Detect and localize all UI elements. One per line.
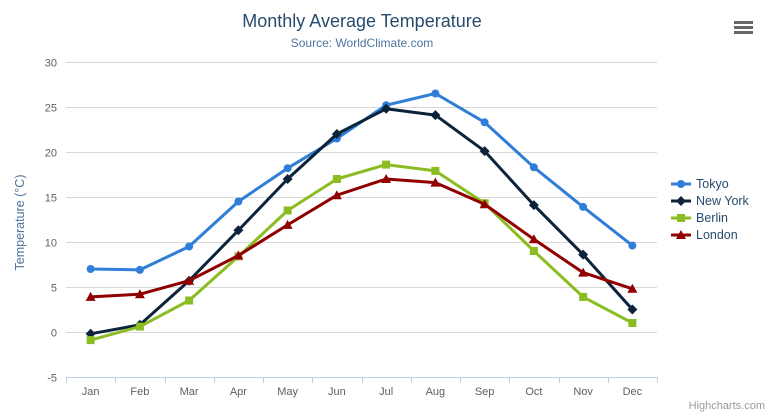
- series-line-berlin: [89, 163, 634, 342]
- circle-marker[interactable]: [480, 118, 489, 127]
- legend-label: Tokyo: [696, 176, 729, 191]
- y-axis-tick-label: 30: [45, 58, 57, 70]
- circle-marker[interactable]: [86, 265, 95, 273]
- square-marker[interactable]: [332, 175, 341, 183]
- x-axis-tick-label: Apr: [230, 386, 247, 398]
- circle-marker[interactable]: [579, 202, 588, 211]
- triangle-marker[interactable]: [331, 190, 342, 200]
- hamburger-bar: [734, 31, 753, 34]
- y-axis-tick-label: 20: [45, 148, 57, 160]
- square-marker: [677, 213, 685, 222]
- diamond-marker[interactable]: [627, 304, 638, 315]
- circle-marker[interactable]: [135, 265, 144, 274]
- diamond-marker[interactable]: [430, 110, 441, 121]
- x-axis-tick-label: Mar: [180, 386, 199, 398]
- circle-marker[interactable]: [234, 197, 243, 206]
- square-marker[interactable]: [579, 292, 588, 301]
- diamond-marker[interactable]: [282, 174, 293, 184]
- triangle-marker[interactable]: [134, 289, 145, 299]
- x-axis-tick-label: Feb: [130, 386, 149, 398]
- square-marker[interactable]: [135, 322, 144, 331]
- x-axis-tick-label: Nov: [573, 386, 593, 398]
- x-axis-tick-label: Dec: [623, 386, 643, 398]
- legend-item-tokyo[interactable]: Tokyo: [671, 175, 749, 192]
- y-axis-tick-label: 0: [51, 328, 57, 340]
- x-axis-tick-label: Jul: [379, 386, 393, 398]
- square-marker[interactable]: [529, 247, 538, 255]
- circle-marker[interactable]: [628, 241, 637, 250]
- triangle-marker[interactable]: [233, 250, 244, 260]
- y-axis-tick-label: 15: [45, 193, 57, 205]
- x-axis-tick-label: Oct: [525, 386, 542, 398]
- x-axis-tick-label: Aug: [426, 386, 446, 398]
- x-axis-tick-label: Sep: [475, 386, 495, 398]
- hamburger-bar: [734, 26, 753, 29]
- square-marker[interactable]: [628, 319, 637, 327]
- triangle-marker[interactable]: [381, 174, 392, 183]
- legend: Tokyo New York Berlin London: [671, 175, 749, 243]
- triangle-marker[interactable]: [528, 234, 539, 244]
- legend-square-icon: [671, 213, 691, 222]
- circle-marker[interactable]: [283, 164, 292, 173]
- x-axis-tick-label: Jun: [328, 386, 346, 398]
- diamond-marker[interactable]: [331, 129, 342, 139]
- triangle-marker[interactable]: [578, 267, 589, 277]
- chart-subtitle: Source: WorldClimate.com: [290, 36, 434, 50]
- square-marker[interactable]: [431, 166, 440, 175]
- y-axis-title: Temperature (°C): [13, 175, 27, 271]
- triangle-marker[interactable]: [85, 291, 96, 301]
- diamond-marker[interactable]: [528, 200, 539, 211]
- legend-circle-icon: [671, 179, 691, 188]
- legend-item-new-york[interactable]: New York: [671, 192, 749, 209]
- circle-marker: [677, 179, 685, 188]
- series-line-new-york: [89, 107, 634, 336]
- triangle-marker[interactable]: [430, 177, 441, 187]
- square-marker[interactable]: [283, 206, 292, 215]
- circle-marker[interactable]: [185, 242, 194, 251]
- legend-item-london[interactable]: London: [671, 226, 749, 243]
- legend-diamond-icon: [671, 195, 691, 206]
- y-axis-tick-label: -5: [47, 373, 57, 385]
- y-axis-tick-label: 25: [45, 103, 57, 115]
- diamond-marker[interactable]: [578, 249, 589, 260]
- square-marker[interactable]: [185, 296, 194, 305]
- triangle-marker: [676, 229, 686, 239]
- credits-link[interactable]: Highcharts.com: [688, 400, 765, 412]
- y-axis-tick-label: 5: [51, 283, 57, 295]
- triangle-marker[interactable]: [627, 283, 638, 293]
- square-marker[interactable]: [86, 336, 95, 345]
- x-axis-tick-label: May: [277, 386, 298, 398]
- y-axis-tick-label: 10: [45, 238, 57, 250]
- diamond-marker[interactable]: [381, 103, 392, 114]
- legend-label: New York: [696, 193, 749, 208]
- legend-label: London: [696, 227, 738, 242]
- chart-title: Monthly Average Temperature: [242, 11, 482, 31]
- series-line-london: [89, 177, 634, 299]
- square-marker[interactable]: [382, 160, 391, 169]
- legend-item-berlin[interactable]: Berlin: [671, 209, 749, 226]
- x-axis-tick-label: Jan: [82, 386, 100, 398]
- triangle-marker[interactable]: [479, 199, 490, 209]
- hamburger-bar: [734, 21, 753, 24]
- circle-marker[interactable]: [529, 163, 538, 172]
- circle-marker[interactable]: [431, 89, 440, 98]
- diamond-marker[interactable]: [233, 225, 244, 236]
- export-menu-icon[interactable]: [734, 21, 753, 34]
- triangle-marker[interactable]: [184, 275, 195, 285]
- legend-label: Berlin: [696, 210, 728, 225]
- diamond-marker[interactable]: [479, 146, 490, 157]
- diamond-marker: [676, 195, 686, 206]
- legend-triangle-icon: [671, 229, 691, 239]
- triangle-marker[interactable]: [282, 219, 293, 229]
